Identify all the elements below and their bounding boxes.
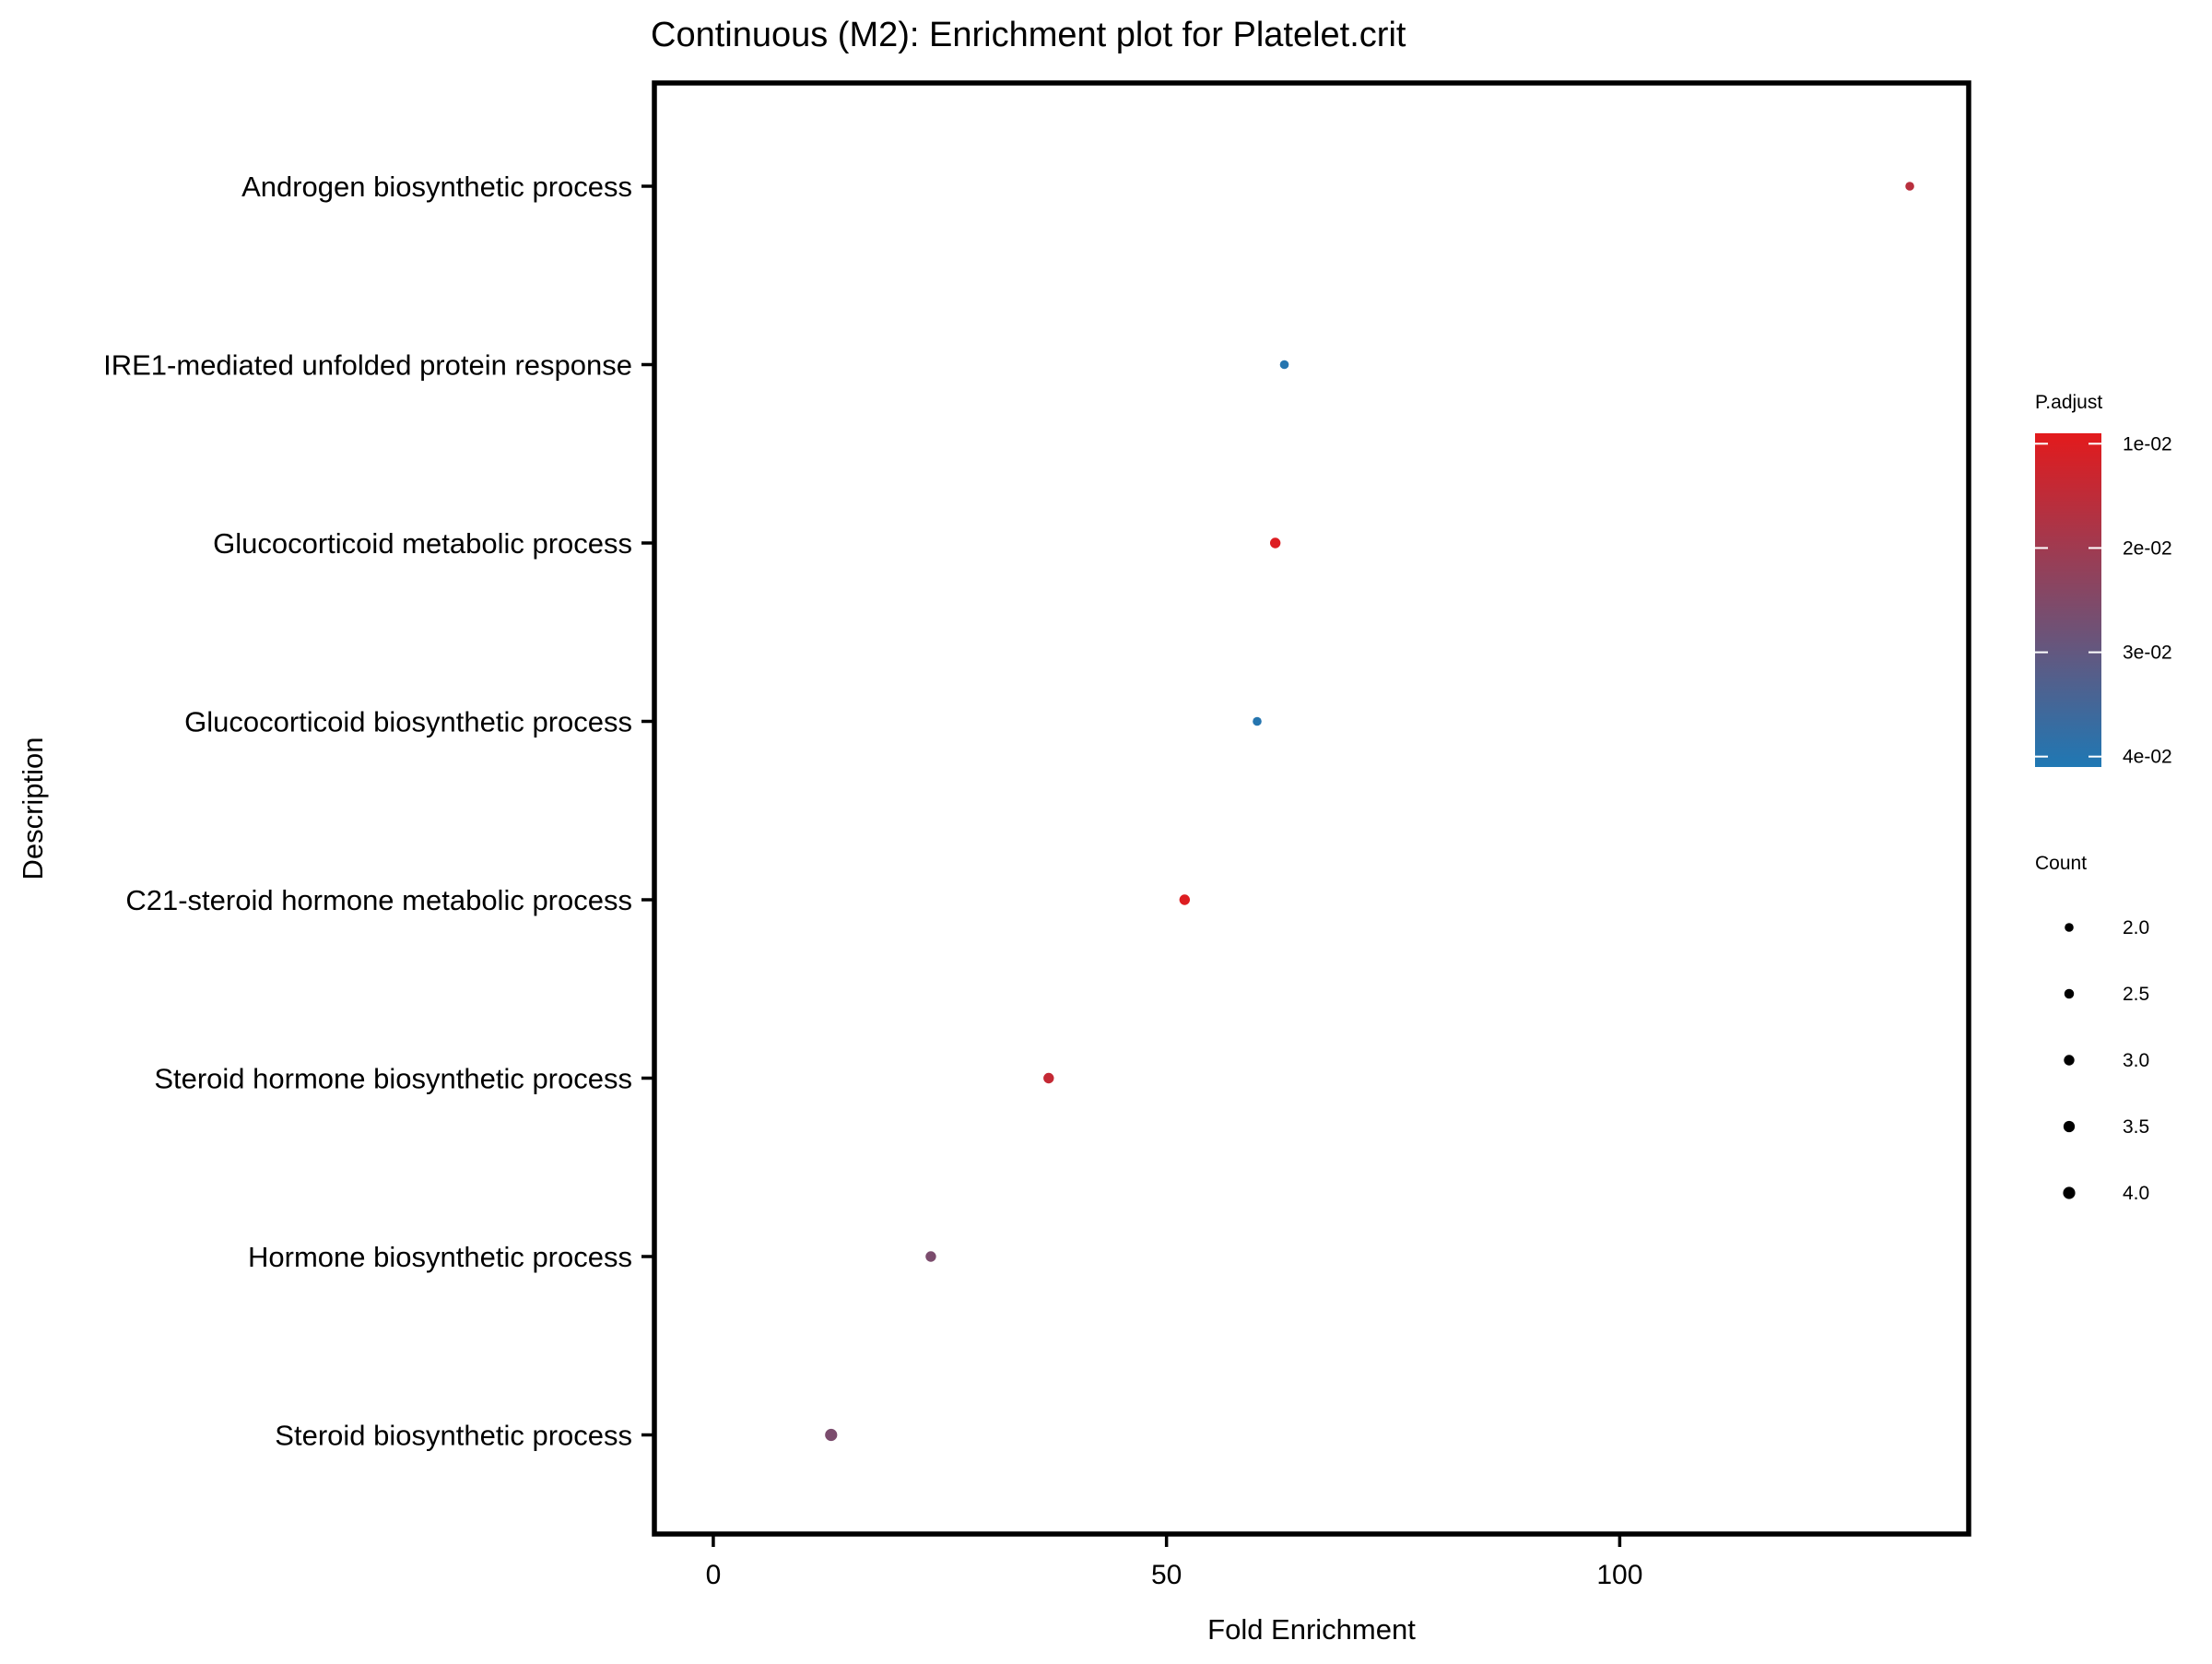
data-point: [1253, 716, 1262, 726]
data-point: [825, 1428, 838, 1442]
y-tick-label: Steroid hormone biosynthetic process: [154, 1063, 632, 1095]
y-tick-label: Glucocorticoid metabolic process: [213, 527, 632, 560]
x-tick-label: 50: [1151, 1560, 1182, 1590]
count-legend-dot: [2063, 1120, 2076, 1133]
p-adjust-legend-title: P.adjust: [2035, 392, 2102, 413]
colorbar-label: 1e-02: [2123, 433, 2172, 454]
colorbar-label: 4e-02: [2123, 747, 2172, 768]
p-adjust-legend: P.adjust 1e-02 2e-02 3e-02 4e-02: [2035, 392, 2172, 768]
count-legend-dot: [2063, 1186, 2076, 1199]
y-axis-label: Description: [17, 737, 49, 879]
x-axis-label: Fold Enrichment: [1207, 1613, 1416, 1646]
count-legend-dot: [2064, 1055, 2075, 1066]
count-legend-title: Count: [2035, 853, 2087, 874]
data-point: [1179, 894, 1191, 905]
data-point: [1269, 537, 1281, 549]
colorbar-label: 3e-02: [2123, 643, 2172, 664]
data-point: [1043, 1072, 1054, 1084]
x-tick-label: 100: [1596, 1560, 1642, 1590]
y-tick-label: Glucocorticoid biosynthetic process: [184, 706, 632, 738]
chart-title: Continuous (M2): Enrichment plot for Pla…: [651, 16, 1406, 54]
x-tick-label: 0: [706, 1560, 722, 1590]
y-tick-label: C21-steroid hormone metabolic process: [125, 884, 632, 916]
data-point: [1905, 182, 1914, 191]
count-legend-label: 3.5: [2123, 1116, 2149, 1138]
colorbar-label: 2e-02: [2123, 537, 2172, 559]
count-legend-label: 4.0: [2123, 1183, 2149, 1204]
p-adjust-colorbar: [2035, 433, 2101, 767]
count-legend-dot: [2064, 988, 2075, 999]
y-tick-label: IRE1-mediated unfolded protein response: [103, 349, 632, 382]
data-point: [1279, 360, 1289, 370]
count-legend: Count 2.0 2.5 3.0 3.5 4.0: [2035, 853, 2149, 1204]
y-axis: Androgen biosynthetic process IRE1-mediat…: [103, 171, 654, 1452]
count-legend-label: 2.5: [2123, 984, 2149, 1005]
y-tick-label: Steroid biosynthetic process: [275, 1420, 632, 1452]
count-legend-label: 3.0: [2123, 1050, 2149, 1071]
y-tick-label: Hormone biosynthetic process: [248, 1241, 632, 1273]
plot-panel: [652, 80, 1971, 1537]
count-legend-dot: [2065, 923, 2074, 932]
data-point: [925, 1251, 936, 1262]
x-axis: 0 50 100: [706, 1534, 1642, 1590]
count-legend-label: 2.0: [2123, 917, 2149, 938]
y-tick-label: Androgen biosynthetic process: [241, 171, 632, 203]
data-points: [825, 182, 1914, 1442]
